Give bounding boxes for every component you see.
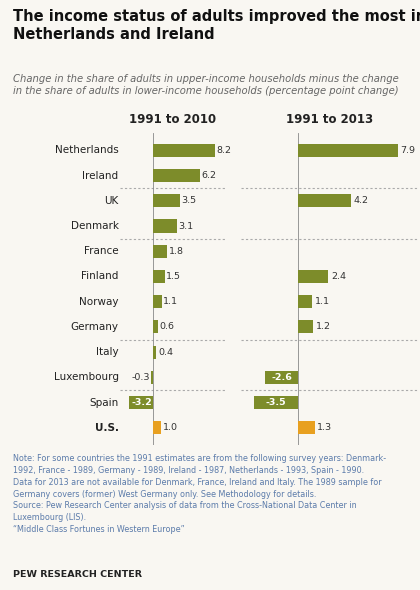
Text: Spain: Spain [89,398,118,408]
Text: -3.2: -3.2 [131,398,152,407]
Bar [153,421,161,434]
Bar [153,320,158,333]
Text: 1.8: 1.8 [168,247,184,256]
Bar [153,295,162,308]
Text: 7.9: 7.9 [400,146,415,155]
Text: 1991 to 2013: 1991 to 2013 [286,113,373,126]
Text: Luxembourg: Luxembourg [53,372,118,382]
Bar [298,320,313,333]
Bar [298,421,315,434]
Text: PEW RESEARCH CENTER: PEW RESEARCH CENTER [13,571,142,579]
Text: France: France [84,246,118,256]
Bar [298,144,398,157]
Text: 1.3: 1.3 [317,423,332,432]
Bar [153,270,165,283]
Text: -0.3: -0.3 [131,373,150,382]
Text: 1.5: 1.5 [166,272,181,281]
Text: U.S.: U.S. [94,423,118,433]
Text: 3.5: 3.5 [181,196,196,205]
Text: Ireland: Ireland [82,171,118,181]
Text: -2.6: -2.6 [271,373,292,382]
Text: 4.2: 4.2 [354,196,369,205]
Text: 1.1: 1.1 [315,297,330,306]
Bar [298,194,351,208]
Text: Germany: Germany [71,322,118,332]
Text: Denmark: Denmark [71,221,118,231]
Text: UK: UK [104,196,118,206]
Text: 0.6: 0.6 [160,322,174,332]
Bar [151,371,153,384]
Bar [153,169,200,182]
Text: 8.2: 8.2 [216,146,231,155]
Text: -3.5: -3.5 [266,398,286,407]
Text: 1.0: 1.0 [163,423,177,432]
Text: The income status of adults improved the most in the
Netherlands and Ireland: The income status of adults improved the… [13,9,420,42]
Text: 3.1: 3.1 [178,222,193,231]
Bar [129,396,153,409]
Text: Finland: Finland [81,271,118,281]
Text: 2.4: 2.4 [331,272,346,281]
Text: 1.1: 1.1 [163,297,178,306]
Text: 0.4: 0.4 [158,348,173,356]
Bar [153,346,156,359]
Text: Note: For some countries the 1991 estimates are from the following survey years:: Note: For some countries the 1991 estima… [13,454,386,534]
Text: Change in the share of adults in upper-income households minus the change
in the: Change in the share of adults in upper-i… [13,74,398,96]
Text: Netherlands: Netherlands [55,145,118,155]
Bar [153,219,177,232]
Bar [265,371,298,384]
Bar [254,396,298,409]
Bar [153,245,167,258]
Bar [153,144,215,157]
Text: Norway: Norway [79,297,118,307]
Text: Italy: Italy [96,347,118,357]
Text: 6.2: 6.2 [202,171,216,180]
Bar [298,295,312,308]
Bar [298,270,328,283]
Text: 1.2: 1.2 [316,322,331,332]
Text: 1991 to 2010: 1991 to 2010 [129,113,216,126]
Bar [153,194,180,208]
